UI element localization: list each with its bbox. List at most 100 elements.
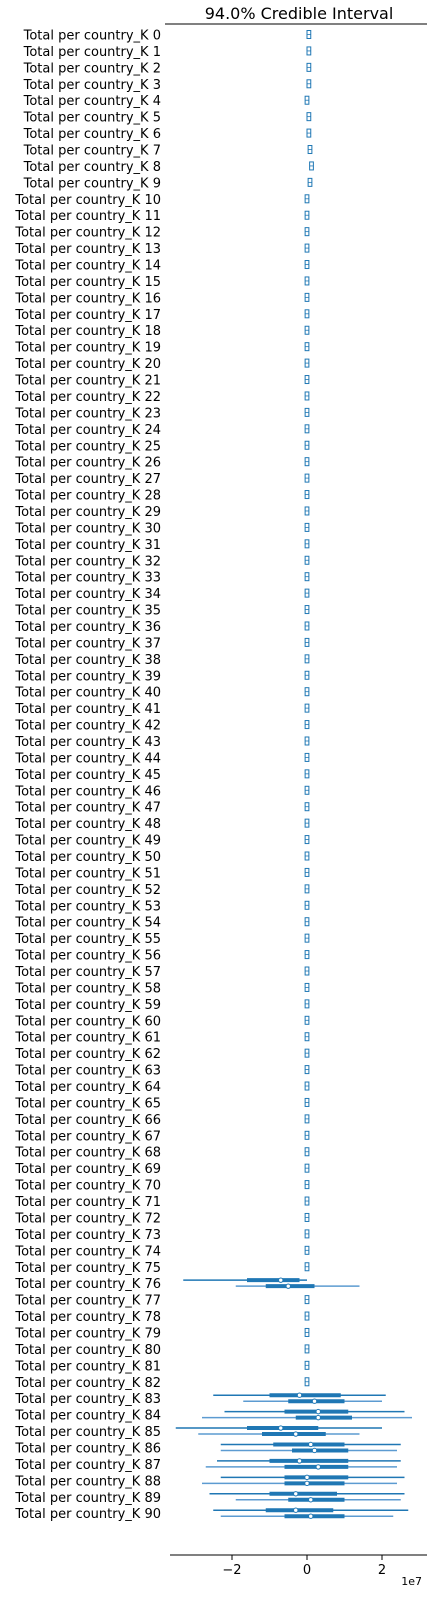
median-point	[311, 1398, 318, 1404]
category-label: Total per country_K 5	[23, 111, 161, 126]
category-label: Total per country_K 11	[14, 209, 161, 224]
category-label: Total per country_K 85	[14, 1425, 161, 1440]
category-label: Total per country_K 4	[23, 94, 161, 109]
chart-title: 94.0% Credible Interval	[205, 4, 394, 23]
category-label: Total per country_K 67	[14, 1129, 161, 1144]
category-label: Total per country_K 29	[14, 505, 161, 520]
x-tick-label: 2	[378, 1563, 386, 1578]
x-tick-label: −2	[222, 1563, 241, 1578]
x-tick-label: 0	[303, 1563, 311, 1578]
category-label: Total per country_K 63	[14, 1064, 161, 1079]
category-label: Total per country_K 15	[14, 275, 161, 290]
category-label: Total per country_K 53	[14, 899, 161, 914]
median-point	[308, 1513, 314, 1519]
median-point	[293, 1431, 299, 1437]
category-label: Total per country_K 57	[14, 965, 161, 980]
category-label: Total per country_K 41	[14, 702, 161, 717]
category-label: Total per country_K 35	[14, 604, 161, 619]
category-label: Total per country_K 65	[14, 1096, 161, 1111]
category-label: Total per country_K 50	[14, 850, 161, 865]
category-label: Total per country_K 61	[14, 1031, 161, 1046]
category-label: Total per country_K 24	[14, 423, 161, 438]
category-label: Total per country_K 13	[14, 242, 161, 257]
category-label: Total per country_K 87	[14, 1458, 161, 1473]
x-offset-label: 1e7	[401, 1575, 422, 1588]
category-label: Total per country_K 60	[14, 1014, 161, 1029]
category-label: Total per country_K 72	[14, 1211, 161, 1226]
category-label: Total per country_K 62	[14, 1047, 161, 1062]
category-label: Total per country_K 64	[14, 1080, 161, 1095]
category-label: Total per country_K 36	[14, 620, 161, 635]
category-label: Total per country_K 51	[14, 866, 161, 881]
median-point	[315, 1414, 321, 1421]
median-point	[308, 1441, 314, 1448]
category-label: Total per country_K 14	[14, 259, 161, 274]
category-label: Total per country_K 22	[14, 390, 161, 405]
category-label: Total per country_K 18	[14, 324, 161, 339]
category-label: Total per country_K 16	[14, 291, 161, 306]
median-point	[285, 1283, 291, 1289]
category-label: Total per country_K 2	[23, 61, 161, 76]
category-label: Total per country_K 3	[23, 78, 161, 93]
category-label: Total per country_K 1	[23, 45, 161, 60]
category-label: Total per country_K 68	[14, 1146, 161, 1161]
category-label: Total per country_K 47	[14, 801, 161, 816]
category-label: Total per country_K 73	[14, 1228, 161, 1243]
category-label: Total per country_K 59	[14, 998, 161, 1013]
category-label: Total per country_K 45	[14, 768, 161, 783]
category-label: Total per country_K 27	[14, 472, 161, 487]
median-point	[304, 1480, 310, 1487]
category-label: Total per country_K 0	[23, 29, 161, 44]
category-label: Total per country_K 28	[14, 489, 161, 504]
median-point	[293, 1507, 299, 1513]
median-point	[304, 1474, 310, 1481]
category-label: Total per country_K 12	[14, 226, 161, 241]
category-label: Total per country_K 9	[23, 176, 161, 191]
category-label: Total per country_K 75	[14, 1261, 161, 1276]
median-point	[311, 1447, 318, 1454]
category-label: Total per country_K 66	[14, 1113, 161, 1128]
category-label: Total per country_K 74	[14, 1244, 161, 1259]
median-point	[296, 1392, 303, 1398]
category-label: Total per country_K 90	[14, 1507, 161, 1522]
category-label: Total per country_K 89	[14, 1491, 161, 1506]
category-label: Total per country_K 69	[14, 1162, 161, 1177]
x-axis: −2 0 2	[170, 1554, 427, 1578]
category-label: Total per country_K 56	[14, 949, 161, 964]
category-label: Total per country_K 17	[14, 308, 161, 323]
category-label: Total per country_K 23	[14, 406, 161, 421]
median-point	[296, 1458, 303, 1464]
category-label: Total per country_K 46	[14, 784, 161, 799]
category-label: Total per country_K 38	[14, 653, 161, 668]
category-label: Total per country_K 40	[14, 686, 161, 701]
category-label: Total per country_K 6	[23, 127, 161, 142]
median-point	[315, 1408, 321, 1415]
category-label: Total per country_K 32	[14, 554, 161, 569]
category-label: Total per country_K 70	[14, 1179, 161, 1194]
category-label: Total per country_K 77	[14, 1294, 161, 1309]
category-label: Total per country_K 80	[14, 1343, 161, 1358]
median-point	[278, 1425, 284, 1431]
category-label: Total per country_K 76	[14, 1277, 161, 1292]
category-label: Total per country_K 49	[14, 834, 161, 849]
category-label: Total per country_K 79	[14, 1326, 161, 1341]
median-point	[308, 1497, 314, 1503]
category-label: Total per country_K 7	[23, 144, 161, 159]
category-label: Total per country_K 34	[14, 587, 161, 602]
category-label: Total per country_K 52	[14, 883, 161, 898]
category-label: Total per country_K 83	[14, 1392, 161, 1407]
category-label: Total per country_K 48	[14, 817, 161, 832]
category-label: Total per country_K 84	[14, 1409, 161, 1424]
median-point	[278, 1277, 284, 1283]
category-label: Total per country_K 20	[14, 357, 161, 372]
category-label: Total per country_K 82	[14, 1376, 161, 1391]
category-label: Total per country_K 42	[14, 719, 161, 734]
category-label: Total per country_K 78	[14, 1310, 161, 1325]
category-label: Total per country_K 33	[14, 571, 161, 586]
category-label: Total per country_K 86	[14, 1441, 161, 1456]
category-label: Total per country_K 37	[14, 636, 161, 651]
category-label: Total per country_K 10	[14, 193, 161, 208]
category-label: Total per country_K 54	[14, 916, 161, 931]
category-label: Total per country_K 25	[14, 439, 161, 454]
